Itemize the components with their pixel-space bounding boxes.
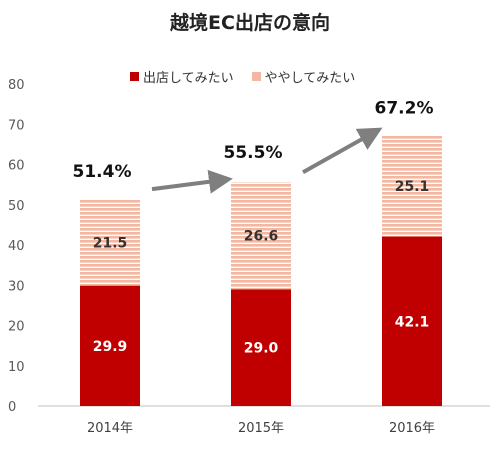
y-tick-label-3: 30 (8, 279, 25, 294)
data-label-series-2-1: 26.6 (244, 229, 279, 245)
y-tick-label-6: 60 (8, 159, 25, 174)
x-tick-label-1: 2015年 (238, 421, 284, 436)
y-tick-label-1: 10 (8, 360, 25, 375)
trend-arrow-1 (302, 127, 383, 174)
y-tick-label-4: 40 (8, 239, 25, 254)
trend-arrow-0 (151, 169, 233, 194)
legend-swatch-series-1 (130, 71, 139, 81)
legend-item-series-1: 出店してみたい (130, 67, 234, 86)
x-tick-label-2: 2016年 (389, 421, 435, 436)
bar-series-1-2 (382, 236, 442, 406)
legend: 出店してみたい ややしてみたい (130, 66, 355, 86)
legend-swatch-series-2 (251, 71, 261, 81)
total-label-2: 67.2% (375, 99, 434, 119)
y-tick-label-5: 50 (8, 199, 25, 214)
bar-series-1-1 (231, 289, 291, 406)
bar-series-2-1 (231, 182, 291, 290)
legend-label-series-1: 出店してみたい (143, 70, 234, 86)
data-label-series-1-1: 29.0 (244, 341, 279, 357)
data-label-series-2-2: 25.1 (395, 179, 430, 195)
y-tick-label-7: 70 (8, 118, 25, 133)
data-label-series-2-0: 21.5 (93, 235, 128, 251)
data-label-series-1-2: 42.1 (395, 314, 430, 330)
bar-series-2-0 (80, 199, 140, 286)
bar-series-1-0 (80, 285, 140, 406)
data-label-series-1-0: 29.9 (93, 339, 128, 355)
legend-item-series-2: ややしてみたい (251, 67, 356, 86)
y-tick-label-0: 0 (8, 400, 16, 415)
bar-series-2-2 (382, 135, 442, 237)
y-tick-label-8: 80 (8, 78, 25, 93)
y-tick-label-2: 20 (8, 320, 25, 335)
legend-label-series-2: ややしてみたい (264, 70, 356, 86)
x-tick-label-0: 2014年 (87, 421, 133, 436)
chart-title: 越境EC出店の意向 (170, 12, 330, 34)
total-label-1: 55.5% (224, 143, 283, 163)
total-label-0: 51.4% (73, 162, 132, 182)
